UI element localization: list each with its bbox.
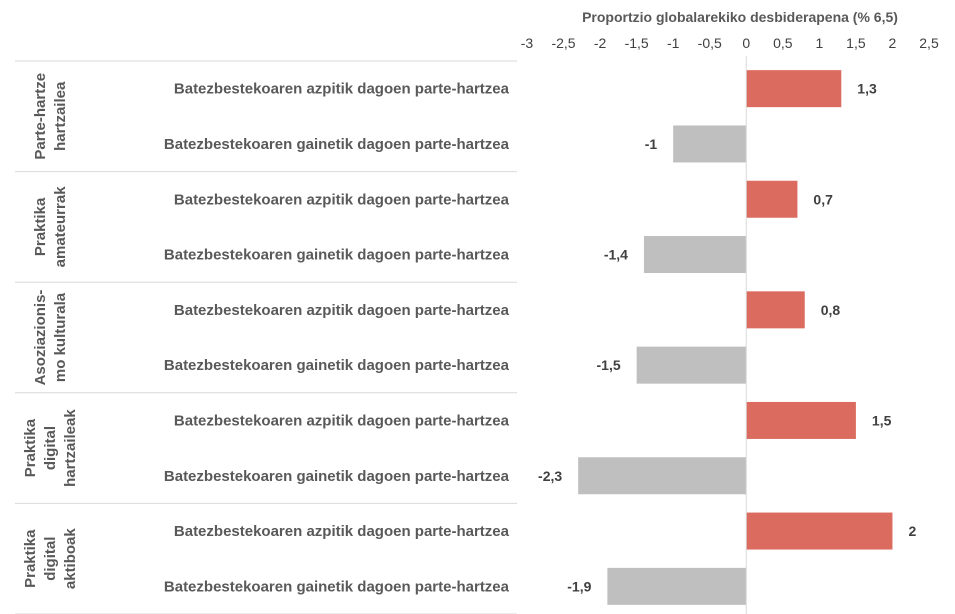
group-label-line: hartzailea [52, 81, 69, 151]
group-label-line: Asoziazionis- [32, 290, 49, 386]
group-label: Asoziazionis-mo kulturala [32, 290, 69, 386]
bar [607, 567, 747, 605]
x-tick-label: 2 [889, 35, 897, 51]
category-label: Batezbestekoaren azpitik dagoen parte-ha… [174, 81, 510, 98]
group-label: Praktika digital aktiboak [22, 528, 79, 590]
data-label: 0,8 [821, 302, 841, 318]
data-label: -1 [645, 136, 658, 152]
group-label-line: hartzaileak [62, 409, 79, 487]
group-label-line: Parte-hartze [32, 73, 49, 160]
category-label: Batezbestekoaren gainetik dagoen parte-h… [164, 357, 510, 374]
bar [746, 70, 842, 108]
data-label: -1,5 [597, 357, 621, 373]
bar [578, 457, 747, 495]
bar [636, 346, 747, 384]
x-tick-label: 1,5 [846, 35, 866, 51]
data-label: -1,9 [567, 578, 591, 594]
group-label-line: amateurrak [52, 186, 69, 268]
data-labels: 1,3 -1 0,7 -1,4 0,8 -1,5 1,5 -2,3 2 -1,9 [538, 81, 916, 595]
group-label-line: digital [42, 426, 59, 470]
group-label: Praktika amateurrak [32, 186, 69, 268]
category-label: Batezbestekoaren azpitik dagoen parte-ha… [174, 191, 510, 208]
bar [746, 291, 805, 329]
category-label: Batezbestekoaren gainetik dagoen parte-h… [164, 136, 510, 153]
x-axis-title: Proportzio globalarekiko desbiderapena (… [582, 9, 898, 25]
data-label: -2,3 [538, 468, 562, 484]
x-tick-label: -3 [521, 35, 534, 51]
x-tick-label: 0 [742, 35, 750, 51]
group-label-line: aktiboak [62, 528, 79, 590]
bar [746, 401, 856, 439]
group-label-line: digital [42, 537, 59, 581]
data-label: 1,3 [857, 81, 877, 97]
group-label-line: Praktika [32, 197, 49, 256]
category-label: Batezbestekoaren azpitik dagoen parte-ha… [174, 412, 510, 429]
data-label: 2 [908, 523, 916, 539]
x-tick-label: 2,5 [919, 35, 939, 51]
data-label: -1,4 [604, 247, 628, 263]
group-label: Parte-hartze hartzailea [32, 73, 69, 160]
bars [578, 70, 893, 605]
category-label: Batezbestekoaren gainetik dagoen parte-h… [164, 468, 510, 485]
bar [643, 236, 747, 274]
category-label: Batezbestekoaren azpitik dagoen parte-ha… [174, 302, 510, 319]
category-labels: Batezbestekoaren azpitik dagoen parte-ha… [164, 81, 510, 596]
x-tick-label: -1,5 [625, 35, 649, 51]
group-label: Praktika digital hartzaileak [22, 409, 79, 487]
x-tick-label: -0,5 [698, 35, 722, 51]
group-dividers [15, 60, 517, 614]
x-tick-label: -2,5 [551, 35, 575, 51]
data-label: 0,7 [813, 191, 833, 207]
group-label-line: Praktika [22, 529, 39, 588]
group-label-line: Praktika [22, 418, 39, 477]
group-label-line: mo kulturala [52, 292, 69, 382]
x-axis-ticks: -3 -2,5 -2 -1,5 -1 -0,5 0 0,5 1 1,5 2 2,5 [521, 35, 939, 51]
category-label: Batezbestekoaren gainetik dagoen parte-h… [164, 578, 510, 595]
x-tick-label: -1 [667, 35, 680, 51]
bar [746, 512, 893, 550]
category-label: Batezbestekoaren azpitik dagoen parte-ha… [174, 523, 510, 540]
x-tick-label: -2 [594, 35, 607, 51]
bar [673, 125, 747, 163]
x-tick-label: 0,5 [773, 35, 793, 51]
x-tick-label: 1 [815, 35, 823, 51]
category-label: Batezbestekoaren gainetik dagoen parte-h… [164, 247, 510, 264]
data-label: 1,5 [872, 412, 892, 428]
bar [746, 180, 798, 218]
